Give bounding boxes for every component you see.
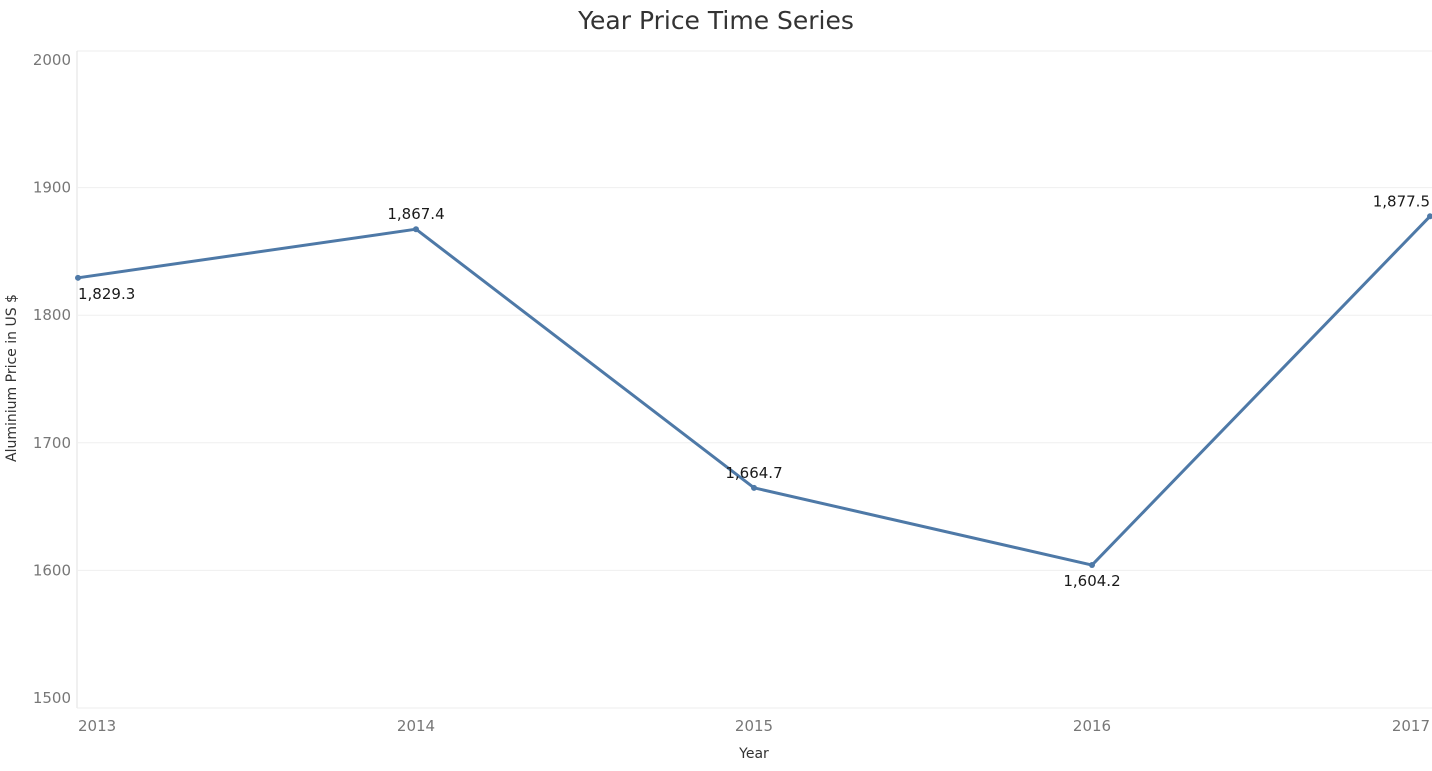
y-tick-label-2000: 2000 xyxy=(33,51,71,69)
data-label-2013: 1,829.3 xyxy=(78,285,135,303)
x-axis-title: Year xyxy=(738,746,769,762)
y-tick-label-1800: 1800 xyxy=(33,306,71,324)
price-line xyxy=(76,214,1432,567)
data-point-2014 xyxy=(413,226,419,233)
y-tick-label-1900: 1900 xyxy=(33,179,71,197)
data-point-2015 xyxy=(751,484,757,491)
x-tick-label-2017: 2017 xyxy=(1392,717,1430,735)
y-tick-label-1700: 1700 xyxy=(33,434,71,452)
data-label-2014: 1,867.4 xyxy=(387,205,444,223)
data-labels: 1,829.3 1,867.4 1,664.7 1,604.2 1,877.5 xyxy=(78,192,1430,590)
data-point-2013 xyxy=(75,274,81,281)
data-point-2016 xyxy=(1089,562,1095,569)
y-axis-title: Aluminium Price in US $ xyxy=(4,294,20,462)
x-tick-label-2014: 2014 xyxy=(397,717,435,735)
y-axis: 1500 1600 1700 1800 1900 2000 xyxy=(33,51,71,707)
x-tick-label-2015: 2015 xyxy=(735,717,773,735)
series xyxy=(75,213,1432,569)
data-label-2016: 1,604.2 xyxy=(1063,572,1120,590)
x-axis: 2013 2014 2015 2016 2017 xyxy=(78,717,1430,735)
x-tick-label-2013: 2013 xyxy=(78,717,116,735)
y-tick-label-1600: 1600 xyxy=(33,561,71,579)
data-label-2015: 1,664.7 xyxy=(725,464,782,482)
chart-title: Year Price Time Series xyxy=(578,6,854,35)
data-point-2017 xyxy=(1427,213,1432,220)
data-label-2017: 1,877.5 xyxy=(1373,192,1430,210)
gridlines xyxy=(76,50,1432,709)
y-tick-label-1500: 1500 xyxy=(33,689,71,707)
x-tick-label-2016: 2016 xyxy=(1073,717,1111,735)
